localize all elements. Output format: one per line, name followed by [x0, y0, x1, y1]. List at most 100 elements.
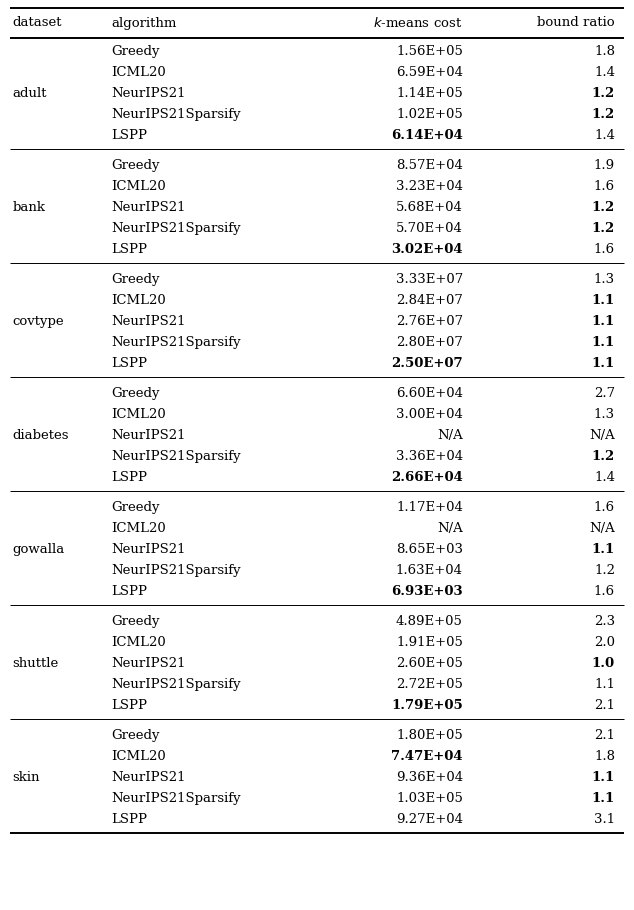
- Text: NeurIPS21: NeurIPS21: [111, 657, 186, 670]
- Text: LSPP: LSPP: [111, 243, 147, 256]
- Text: NeurIPS21: NeurIPS21: [111, 201, 186, 214]
- Text: N/A: N/A: [437, 429, 463, 442]
- Text: 2.66E+04: 2.66E+04: [391, 471, 463, 484]
- Text: 1.1: 1.1: [592, 792, 615, 805]
- Text: NeurIPS21Sparsify: NeurIPS21Sparsify: [111, 564, 240, 577]
- Text: 1.6: 1.6: [594, 585, 615, 598]
- Text: 3.02E+04: 3.02E+04: [391, 243, 463, 256]
- Text: N/A: N/A: [437, 522, 463, 535]
- Text: 1.91E+05: 1.91E+05: [396, 636, 463, 649]
- Text: 7.47E+04: 7.47E+04: [391, 750, 463, 763]
- Text: 1.0: 1.0: [592, 657, 615, 670]
- Text: Greedy: Greedy: [111, 159, 159, 172]
- Text: LSPP: LSPP: [111, 471, 147, 484]
- Text: 1.17E+04: 1.17E+04: [396, 501, 463, 514]
- Text: 1.4: 1.4: [594, 471, 615, 484]
- Text: Greedy: Greedy: [111, 45, 159, 58]
- Text: NeurIPS21: NeurIPS21: [111, 87, 186, 100]
- Text: 3.00E+04: 3.00E+04: [396, 408, 463, 421]
- Text: 1.3: 1.3: [594, 273, 615, 286]
- Text: adult: adult: [13, 87, 47, 100]
- Text: NeurIPS21Sparsify: NeurIPS21Sparsify: [111, 792, 240, 805]
- Text: LSPP: LSPP: [111, 813, 147, 826]
- Text: 3.33E+07: 3.33E+07: [396, 273, 463, 286]
- Text: skin: skin: [13, 771, 40, 784]
- Text: ICML20: ICML20: [111, 636, 165, 649]
- Text: ICML20: ICML20: [111, 522, 165, 535]
- Text: LSPP: LSPP: [111, 699, 147, 712]
- Text: 1.1: 1.1: [592, 543, 615, 556]
- Text: 1.2: 1.2: [592, 87, 615, 100]
- Text: N/A: N/A: [589, 429, 615, 442]
- Text: 1.4: 1.4: [594, 129, 615, 142]
- Text: 1.2: 1.2: [592, 108, 615, 121]
- Text: 2.84E+07: 2.84E+07: [396, 294, 463, 307]
- Text: 1.02E+05: 1.02E+05: [396, 108, 463, 121]
- Text: bound ratio: bound ratio: [538, 16, 615, 29]
- Text: 2.72E+05: 2.72E+05: [396, 678, 463, 691]
- Text: 1.6: 1.6: [594, 501, 615, 514]
- Text: 3.1: 3.1: [594, 813, 615, 826]
- Text: 1.56E+05: 1.56E+05: [396, 45, 463, 58]
- Text: NeurIPS21Sparsify: NeurIPS21Sparsify: [111, 336, 240, 349]
- Text: algorithm: algorithm: [111, 16, 176, 29]
- Text: NeurIPS21: NeurIPS21: [111, 429, 186, 442]
- Text: 6.59E+04: 6.59E+04: [396, 66, 463, 79]
- Text: 6.93E+03: 6.93E+03: [391, 585, 463, 598]
- Text: 8.65E+03: 8.65E+03: [396, 543, 463, 556]
- Text: 1.8: 1.8: [594, 45, 615, 58]
- Text: LSPP: LSPP: [111, 585, 147, 598]
- Text: Greedy: Greedy: [111, 729, 159, 742]
- Text: 9.27E+04: 9.27E+04: [396, 813, 463, 826]
- Text: 1.2: 1.2: [594, 564, 615, 577]
- Text: 1.8: 1.8: [594, 750, 615, 763]
- Text: 1.03E+05: 1.03E+05: [396, 792, 463, 805]
- Text: 2.60E+05: 2.60E+05: [396, 657, 463, 670]
- Text: 1.1: 1.1: [594, 678, 615, 691]
- Text: 1.2: 1.2: [592, 450, 615, 463]
- Text: gowalla: gowalla: [13, 543, 65, 556]
- Text: 8.57E+04: 8.57E+04: [396, 159, 463, 172]
- Text: 2.3: 2.3: [594, 615, 615, 628]
- Text: 1.79E+05: 1.79E+05: [391, 699, 463, 712]
- Text: 2.0: 2.0: [594, 636, 615, 649]
- Text: ICML20: ICML20: [111, 750, 165, 763]
- Text: 1.6: 1.6: [594, 243, 615, 256]
- Text: 1.1: 1.1: [592, 294, 615, 307]
- Text: ICML20: ICML20: [111, 294, 165, 307]
- Text: ICML20: ICML20: [111, 66, 165, 79]
- Text: 1.3: 1.3: [594, 408, 615, 421]
- Text: 9.36E+04: 9.36E+04: [396, 771, 463, 784]
- Text: 6.14E+04: 6.14E+04: [391, 129, 463, 142]
- Text: diabetes: diabetes: [13, 429, 69, 442]
- Text: 2.1: 2.1: [594, 699, 615, 712]
- Text: NeurIPS21Sparsify: NeurIPS21Sparsify: [111, 108, 240, 121]
- Text: 1.4: 1.4: [594, 66, 615, 79]
- Text: 2.80E+07: 2.80E+07: [396, 336, 463, 349]
- Text: Greedy: Greedy: [111, 501, 159, 514]
- Text: 2.50E+07: 2.50E+07: [391, 357, 463, 370]
- Text: 1.14E+05: 1.14E+05: [396, 87, 463, 100]
- Text: 1.1: 1.1: [592, 336, 615, 349]
- Text: LSPP: LSPP: [111, 129, 147, 142]
- Text: 1.63E+04: 1.63E+04: [396, 564, 463, 577]
- Text: ICML20: ICML20: [111, 180, 165, 193]
- Text: 1.1: 1.1: [592, 315, 615, 328]
- Text: N/A: N/A: [589, 522, 615, 535]
- Text: 3.23E+04: 3.23E+04: [396, 180, 463, 193]
- Text: bank: bank: [13, 201, 46, 214]
- Text: NeurIPS21Sparsify: NeurIPS21Sparsify: [111, 222, 240, 235]
- Text: ICML20: ICML20: [111, 408, 165, 421]
- Text: LSPP: LSPP: [111, 357, 147, 370]
- Text: 5.70E+04: 5.70E+04: [396, 222, 463, 235]
- Text: Greedy: Greedy: [111, 273, 159, 286]
- Text: NeurIPS21Sparsify: NeurIPS21Sparsify: [111, 678, 240, 691]
- Text: 2.1: 2.1: [594, 729, 615, 742]
- Text: NeurIPS21Sparsify: NeurIPS21Sparsify: [111, 450, 240, 463]
- Text: 1.9: 1.9: [594, 159, 615, 172]
- Text: 1.1: 1.1: [592, 771, 615, 784]
- Text: NeurIPS21: NeurIPS21: [111, 543, 186, 556]
- Text: 1.1: 1.1: [592, 357, 615, 370]
- Text: 5.68E+04: 5.68E+04: [396, 201, 463, 214]
- Text: Greedy: Greedy: [111, 387, 159, 400]
